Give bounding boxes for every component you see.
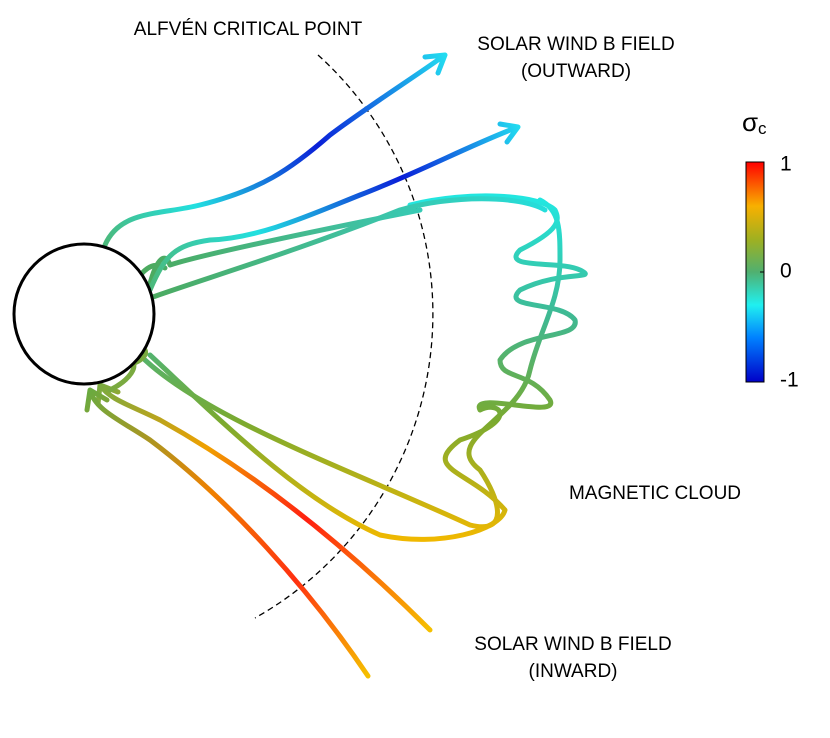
colorbar-subscript: c <box>758 119 767 138</box>
inward-label: SOLAR WIND B FIELD <box>474 634 671 655</box>
cloud-label: MAGNETIC CLOUD <box>569 483 741 504</box>
field-line <box>147 196 548 301</box>
sun <box>12 242 156 386</box>
colorbar-label: σc <box>742 107 767 139</box>
field-line <box>145 207 423 295</box>
colorbar-tick-label: -1 <box>780 369 799 392</box>
colorbar-tick-label: 0 <box>780 260 792 283</box>
magnetic-cloud-line <box>147 193 588 542</box>
inward-label: (INWARD) <box>529 661 618 682</box>
colorbar-symbol: σ <box>742 107 758 137</box>
outward-field-line <box>147 121 521 293</box>
inward-field-line <box>84 387 371 679</box>
colorbar-tick-label: 1 <box>780 153 792 176</box>
outward-field-line <box>102 52 448 248</box>
magnetic-cloud-line <box>142 197 563 530</box>
outward-label: SOLAR WIND B FIELD <box>477 34 674 55</box>
inward-field-line <box>95 382 433 633</box>
alfven-label: ALFVÉN CRITICAL POINT <box>134 19 363 40</box>
alfven-surface <box>254 54 434 619</box>
outward-label: (OUTWARD) <box>521 61 631 82</box>
